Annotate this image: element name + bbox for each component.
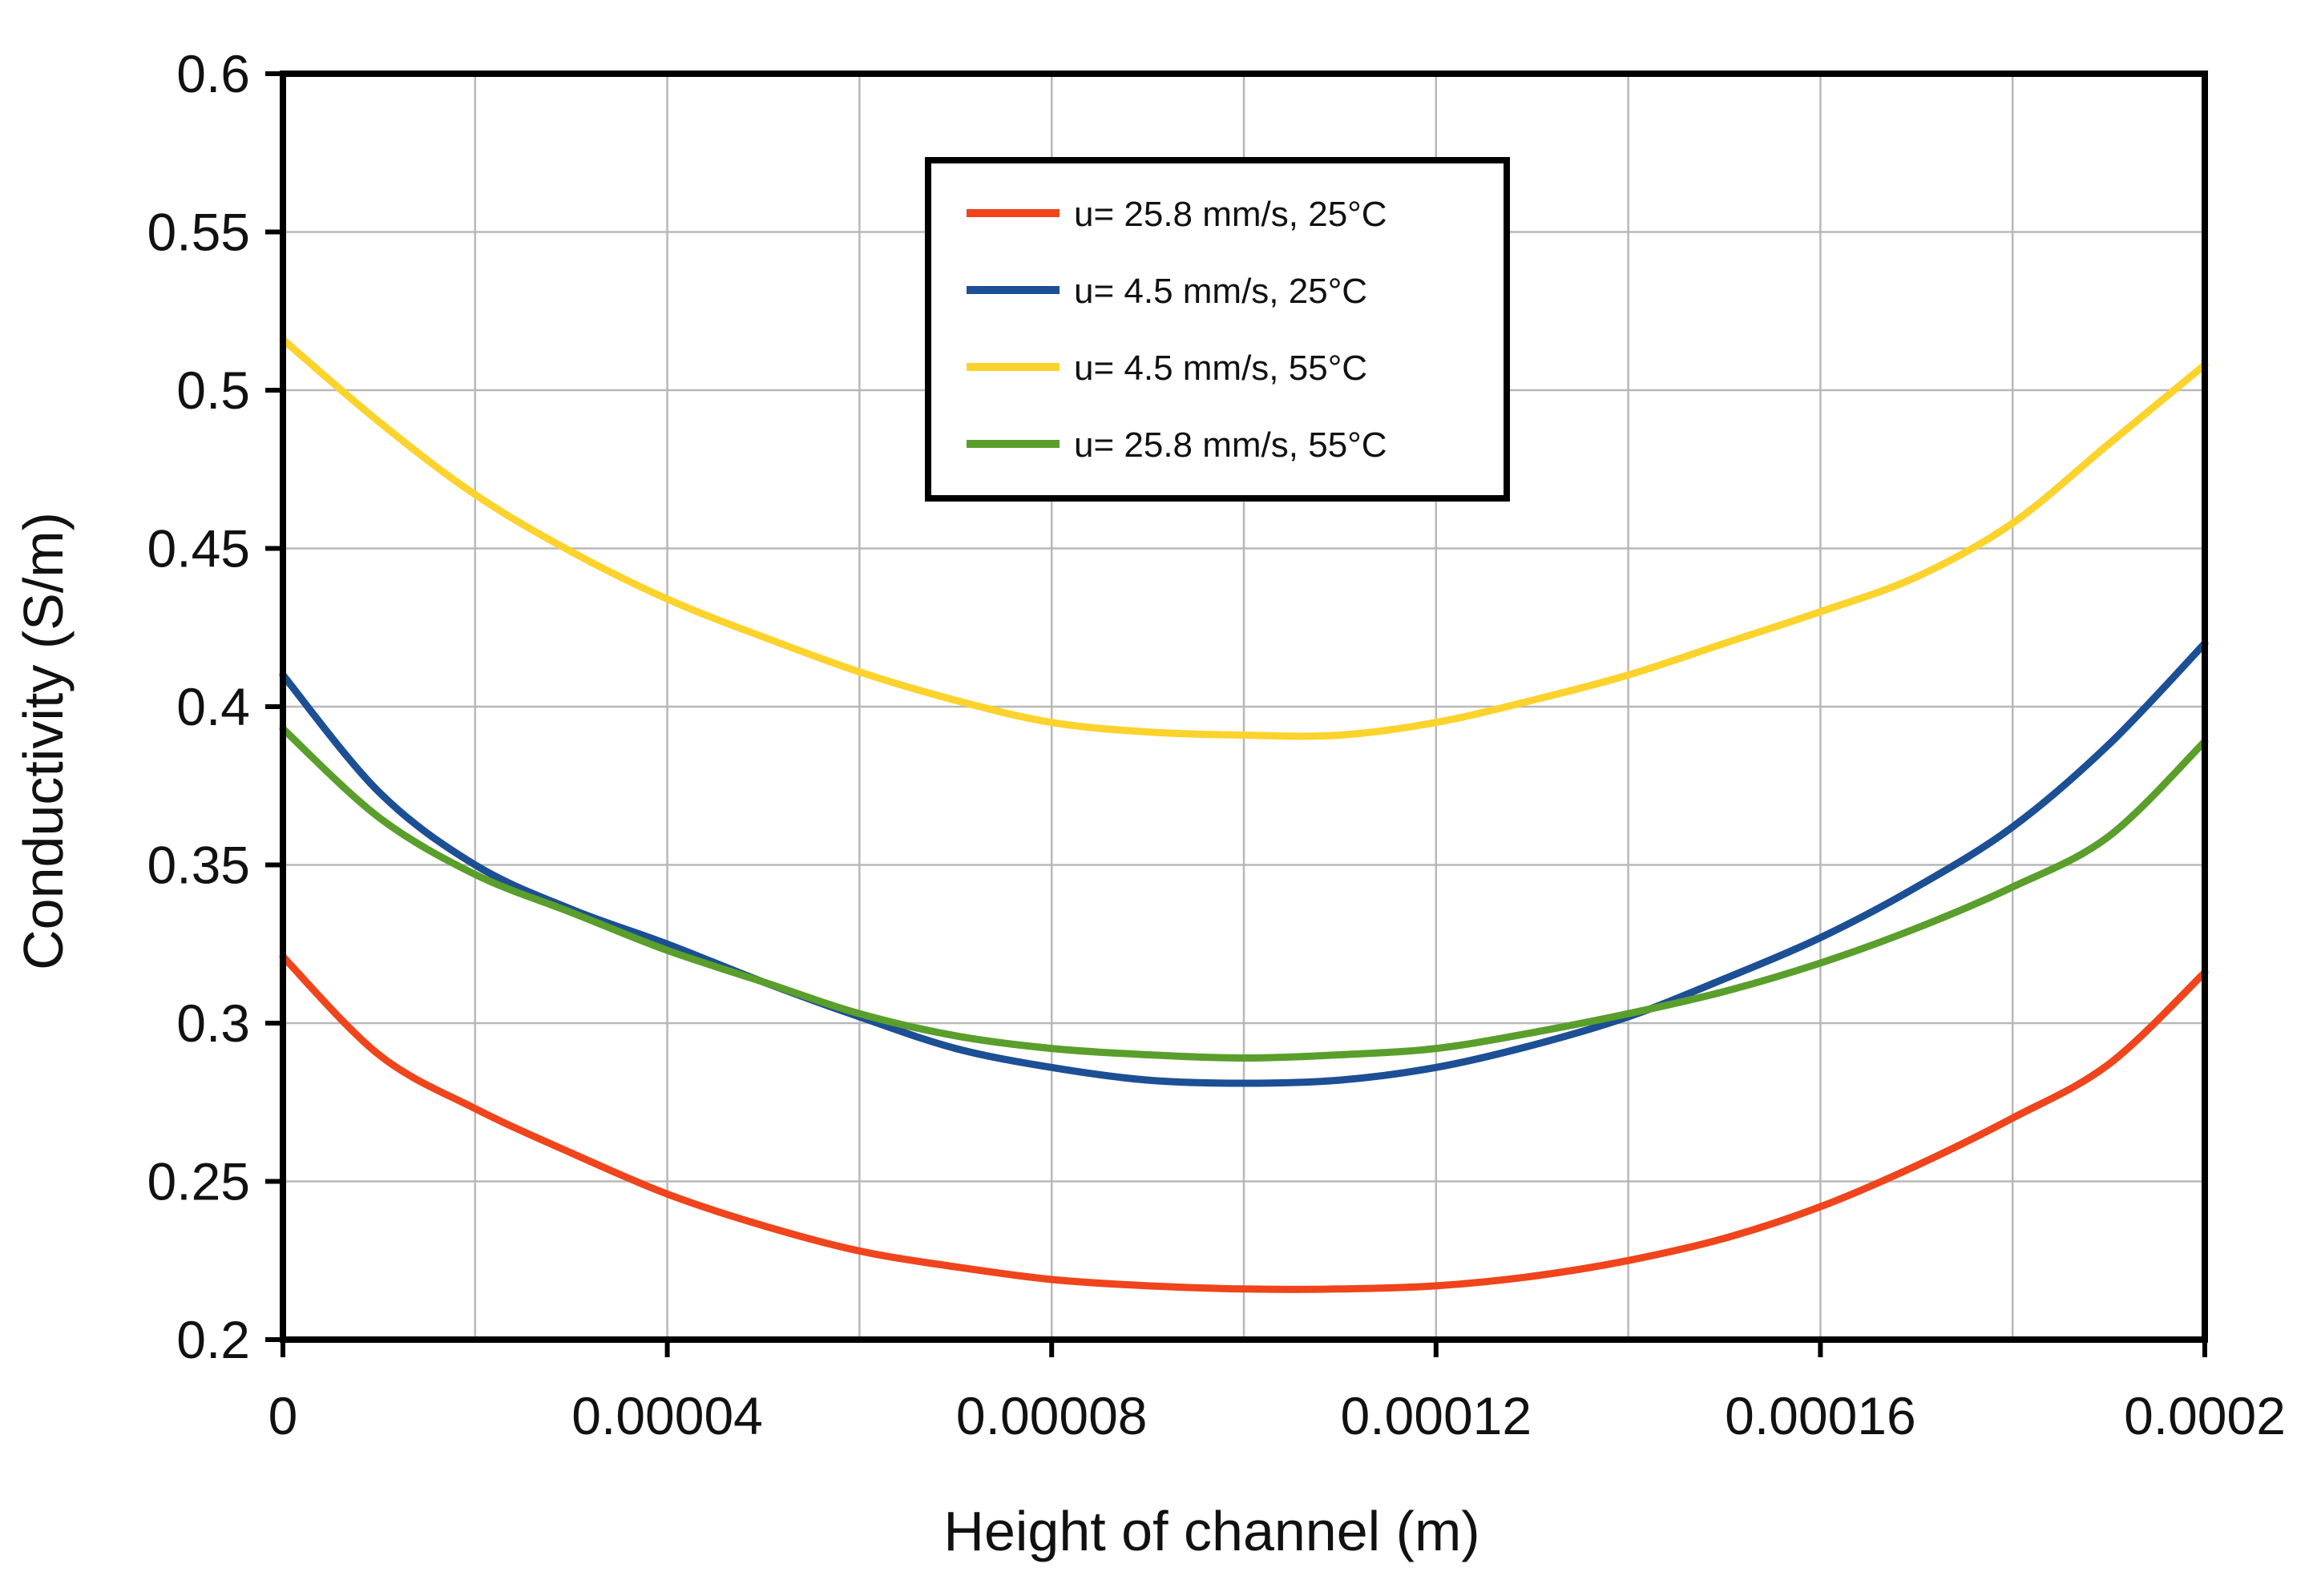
x-axis-tick-labels: 0 0.00004 0.00008 0.00012 0.00016 0.0002 [268,1386,2286,1445]
y-axis-title: Conductivity (S/m) [12,512,75,970]
x-tick-label: 0.00012 [1341,1386,1532,1445]
y-tick-label: 0.35 [147,836,250,895]
x-tick-label: 0.00016 [1725,1386,1916,1445]
series-line-1 [279,953,2209,1293]
y-tick-label: 0.4 [176,677,250,736]
legend-label: u= 4.5 mm/s, 25°C [1074,272,1367,311]
y-axis-tick-labels: 0.2 0.25 0.3 0.35 0.4 0.45 0.5 0.55 0.6 [147,44,250,1369]
x-tick-label: 0.00004 [571,1386,763,1445]
x-axis-title: Height of channel (m) [943,1500,1479,1562]
y-tick-label: 0.25 [147,1152,250,1211]
y-tick-label: 0.2 [176,1310,250,1369]
series-line-4 [279,725,2209,1062]
legend: u= 25.8 mm/s, 25°C u= 4.5 mm/s, 25°C u= 4.… [925,157,1510,502]
series-line-3 [279,336,2209,740]
axis-ticks [265,71,2207,1357]
x-tick-label: 0.0002 [2124,1386,2286,1445]
legend-label: u= 25.8 mm/s, 55°C [1074,425,1387,465]
y-tick-label: 0.5 [176,361,250,420]
y-tick-label: 0.3 [176,993,250,1053]
x-tick-label: 0.00008 [956,1386,1148,1445]
y-tick-label: 0.55 [147,203,250,262]
series-lines [279,336,2209,1293]
y-tick-label: 0.45 [147,519,250,578]
legend-label: u= 4.5 mm/s, 55°C [1074,349,1367,388]
y-tick-label: 0.6 [176,44,250,103]
legend-label: u= 25.8 mm/s, 25°C [1074,195,1387,234]
x-tick-label: 0 [268,1386,298,1445]
